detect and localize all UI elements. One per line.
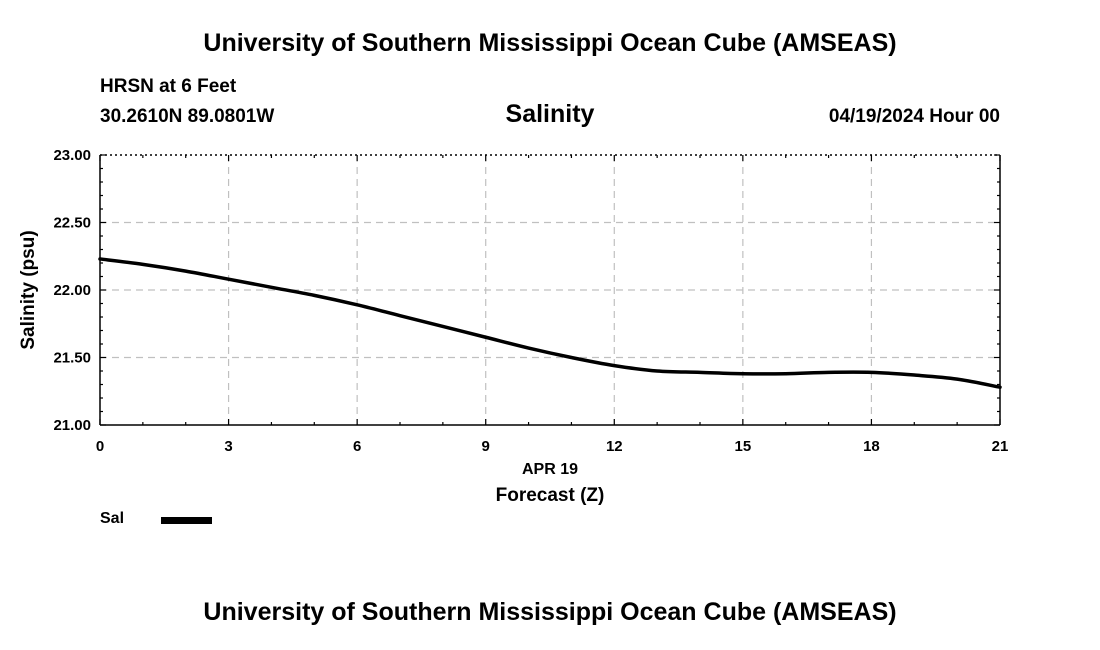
x-tick-label: 3	[224, 438, 232, 455]
x-tick-label: 6	[353, 438, 361, 455]
x-tick-label: 21	[992, 438, 1009, 455]
y-tick-label: 22.50	[53, 215, 91, 232]
coordinates-label: 30.2610N 89.0801W	[100, 106, 275, 127]
footer-title: University of Southern Mississippi Ocean…	[203, 598, 897, 626]
chart-title: University of Southern Mississippi Ocean…	[203, 29, 897, 57]
y-axis-label: Salinity (psu)	[18, 230, 39, 349]
y-tick-label: 22.00	[53, 282, 91, 299]
x-tick-label: 15	[735, 438, 752, 455]
legend-swatch	[161, 517, 212, 524]
y-tick-label: 21.50	[53, 350, 91, 367]
x-axis-label: Forecast (Z)	[496, 485, 605, 506]
x-tick-label: 9	[482, 438, 490, 455]
x-tick-label: 12	[606, 438, 623, 455]
x-axis-date-label: APR 19	[522, 461, 578, 478]
x-tick-label: 18	[863, 438, 880, 455]
y-tick-label: 21.00	[53, 417, 91, 434]
forecast-datetime: 04/19/2024 Hour 00	[828, 106, 1000, 127]
x-tick-label: 0	[96, 438, 104, 455]
legend-label: Sal	[100, 510, 125, 527]
series-line-sal	[98, 257, 1002, 389]
station-label: HRSN at 6 Feet	[100, 76, 237, 97]
variable-title: Salinity	[505, 100, 595, 128]
y-tick-label: 23.00	[53, 147, 91, 164]
